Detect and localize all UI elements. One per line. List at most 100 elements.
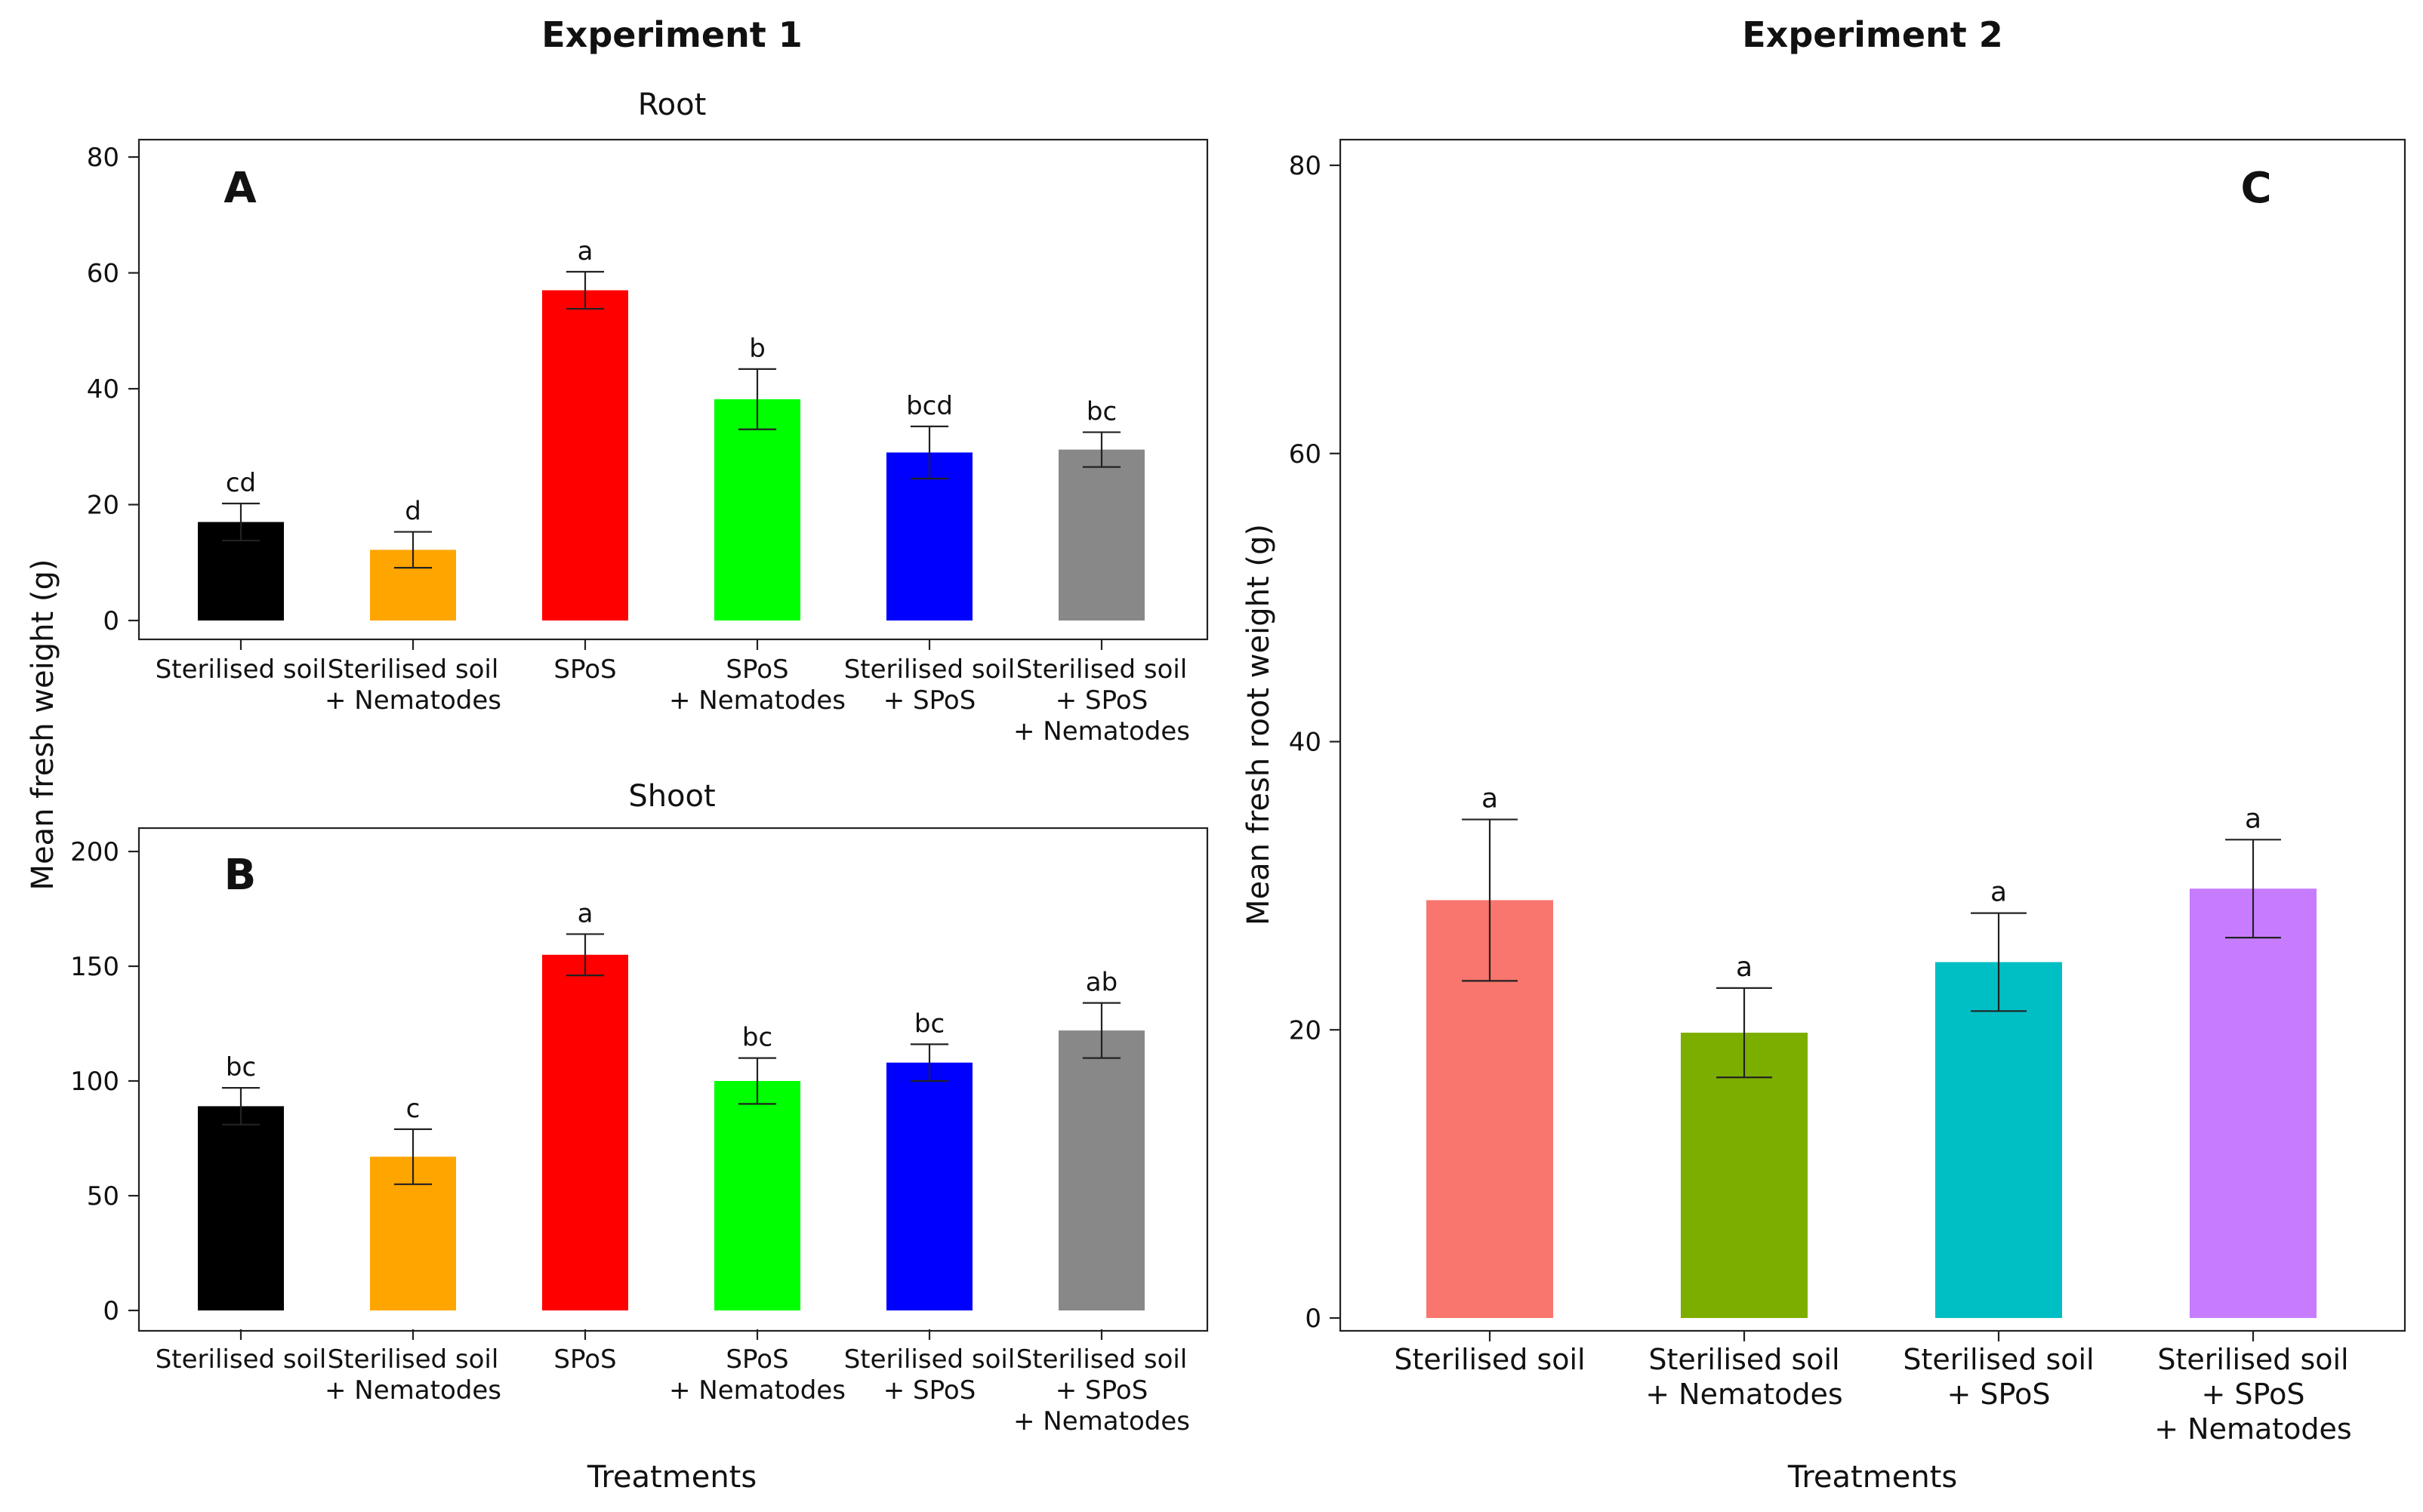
x-category-label: Sterilised soil + SPoS + Nematodes xyxy=(2154,1343,2351,1446)
panel-b-title: Shoot xyxy=(628,779,715,814)
panel-a-letter: A xyxy=(223,164,257,213)
bar xyxy=(2190,888,2317,1318)
x-category-label: SPoS + Nematodes xyxy=(669,1344,846,1406)
x-category-label-line: SPoS xyxy=(726,1344,788,1375)
significance-letter: bc xyxy=(226,1052,256,1082)
bar xyxy=(886,1062,973,1310)
bar xyxy=(1681,1033,1808,1318)
significance-letter: a xyxy=(2245,803,2261,834)
x-category-label: SPoS xyxy=(553,654,616,685)
x-category-label: Sterilised soil + SPoS xyxy=(844,654,1016,716)
panel-a-title: Root xyxy=(638,88,707,122)
panel-b-chart: Shoot B 0 50 100 150 200 bc c a bc bc ab Sterilis… xyxy=(70,779,1209,1495)
x-category-label-line: + SPoS xyxy=(1056,1375,1148,1406)
y-tick-label: 40 xyxy=(1289,728,1321,758)
significance-letter: a xyxy=(1736,952,1753,983)
bar xyxy=(886,452,973,621)
y-tick-label: 100 xyxy=(70,1067,119,1097)
x-category-label-line: + Nematodes xyxy=(325,685,501,716)
x-category-label: Sterilised soil + SPoS xyxy=(1903,1343,2094,1411)
significance-letter: a xyxy=(578,898,593,928)
x-category-label: Sterilised soil + SPoS xyxy=(844,1344,1016,1406)
x-category-label-line: + Nematodes xyxy=(1013,1406,1190,1437)
bar xyxy=(542,290,628,621)
y-tick-label: 60 xyxy=(87,259,119,289)
panel-a-x-labels: Sterilised soil Sterilised soil + Nematode… xyxy=(156,639,1190,747)
experiment-1-heading: Experiment 1 xyxy=(541,14,803,55)
y-tick-label: 50 xyxy=(87,1181,119,1212)
x-category-label-line: + Nematodes xyxy=(669,1375,846,1406)
x-category-label-line: SPoS xyxy=(553,1344,616,1375)
x-category-label-line: Sterilised soil xyxy=(1394,1343,1585,1376)
x-category-label-line: + SPoS xyxy=(1056,685,1148,716)
x-category-label-line: Sterilised soil xyxy=(328,1344,499,1375)
x-category-label-line: Sterilised soil xyxy=(1648,1343,1839,1376)
x-category-label: Sterilised soil xyxy=(156,1344,327,1375)
panel-c-x-axis-title: Treatments xyxy=(1787,1460,1957,1495)
panel-c-frame xyxy=(1339,138,2406,1332)
y-tick-label: 80 xyxy=(1289,151,1321,181)
bar xyxy=(1059,449,1145,621)
panel-ab-y-axis-title: Mean fresh weight (g) xyxy=(26,559,60,890)
y-tick-label: 40 xyxy=(87,374,119,405)
x-category-label: SPoS + Nematodes xyxy=(669,654,846,716)
panel-a-y-axis: 0 20 40 60 80 xyxy=(87,143,139,636)
x-category-label-line: Sterilised soil xyxy=(328,654,499,685)
x-category-label: Sterilised soil + SPoS + Nematodes xyxy=(1013,654,1190,747)
significance-letter: c xyxy=(406,1094,421,1124)
x-category-label-line: + SPoS xyxy=(883,1375,976,1406)
x-category-label: Sterilised soil + Nematodes xyxy=(1645,1343,1842,1411)
panel-b-x-labels: Sterilised soil Sterilised soil + Nematode… xyxy=(156,1329,1190,1437)
bar xyxy=(714,399,800,621)
panel-b-letter: B xyxy=(224,851,257,900)
panel-c-x-labels: Sterilised soil Sterilised soil + Nematode… xyxy=(1394,1331,2352,1446)
x-category-label-line: Sterilised soil xyxy=(156,1344,327,1375)
x-category-label-line: SPoS xyxy=(726,654,788,685)
x-category-label: Sterilised soil + SPoS + Nematodes xyxy=(1013,1344,1190,1437)
panel-b-y-axis: 0 50 100 150 200 xyxy=(70,837,139,1326)
x-category-label-line: Sterilised soil xyxy=(1016,654,1188,685)
x-category-label: Sterilised soil + Nematodes xyxy=(325,654,501,716)
x-category-label-line: Sterilised soil xyxy=(844,654,1016,685)
y-tick-label: 0 xyxy=(103,1296,119,1326)
x-category-label-line: Sterilised soil xyxy=(1903,1343,2094,1376)
significance-letter: bc xyxy=(1087,397,1117,427)
x-category-label-line: + SPoS xyxy=(883,685,976,716)
y-tick-label: 20 xyxy=(87,491,119,521)
bar xyxy=(542,954,628,1310)
panel-a-bars: cd d a b bcd bc xyxy=(198,236,1145,621)
bar xyxy=(1935,962,2062,1318)
significance-letter: d xyxy=(405,497,421,527)
y-tick-label: 200 xyxy=(70,837,119,867)
y-tick-label: 60 xyxy=(1289,439,1321,470)
x-category-label-line: + Nematodes xyxy=(2154,1412,2351,1446)
x-category-label: Sterilised soil xyxy=(1394,1343,1585,1376)
x-category-label-line: Sterilised soil xyxy=(156,654,327,685)
x-category-label-line: + Nematodes xyxy=(325,1375,501,1406)
significance-letter: bcd xyxy=(906,391,953,421)
panel-b-frame xyxy=(137,827,1209,1332)
panel-b-x-axis-title: Treatments xyxy=(587,1460,757,1495)
significance-letter: a xyxy=(1481,784,1498,815)
x-category-label-line: Sterilised soil xyxy=(2157,1343,2348,1376)
y-tick-label: 20 xyxy=(1289,1015,1321,1045)
x-category-label-line: + Nematodes xyxy=(1645,1378,1842,1411)
x-category-label-line: + SPoS xyxy=(1947,1378,2051,1411)
x-category-label-line: + Nematodes xyxy=(1013,716,1190,747)
x-category-label-line: Sterilised soil xyxy=(1016,1344,1188,1375)
x-category-label: SPoS xyxy=(553,1344,616,1375)
significance-letter: a xyxy=(1990,877,2007,908)
bar xyxy=(198,1106,284,1310)
y-tick-label: 80 xyxy=(87,143,119,173)
bar xyxy=(714,1081,800,1310)
bar xyxy=(1059,1030,1145,1310)
y-tick-label: 0 xyxy=(1305,1304,1321,1334)
x-category-label: Sterilised soil + Nematodes xyxy=(325,1344,501,1406)
significance-letter: bc xyxy=(914,1009,945,1039)
panel-c-y-axis-title: Mean fresh root weight (g) xyxy=(1241,524,1276,925)
panel-a-frame xyxy=(137,138,1209,641)
y-tick-label: 150 xyxy=(70,952,119,982)
significance-letter: a xyxy=(578,236,593,266)
x-category-label-line: + SPoS xyxy=(2202,1378,2305,1411)
